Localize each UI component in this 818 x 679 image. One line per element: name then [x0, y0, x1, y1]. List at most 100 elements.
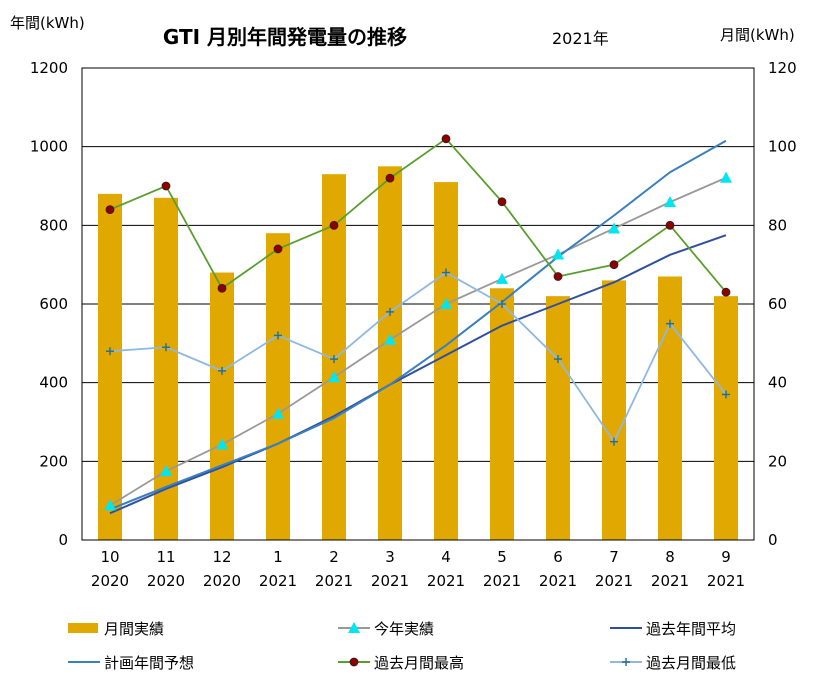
- left-axis-unit: 年間(kWh): [10, 14, 85, 32]
- legend-item: 過去月間最高: [338, 654, 464, 672]
- data-point-marker: [274, 331, 282, 340]
- left-tick-label: 1200: [30, 59, 68, 77]
- right-tick-label: 0: [768, 531, 778, 549]
- data-point-marker: [161, 181, 171, 191]
- data-point-marker: [664, 196, 676, 208]
- legend-item: 月間実績: [68, 620, 164, 638]
- x-tick-year: 2021: [483, 572, 521, 590]
- x-tick-year: 2021: [707, 572, 745, 590]
- x-tick-month: 8: [665, 548, 675, 566]
- chart-subtitle: 2021年: [552, 29, 609, 48]
- data-point-marker: [441, 134, 451, 144]
- legend-marker: [622, 658, 630, 666]
- data-point-marker: [384, 333, 396, 345]
- x-axis-ticks: 10 2020 11 2020 12 2020 1 2021 2 2021 3 2021 4 2021 5 2…: [91, 548, 745, 590]
- x-tick-month: 4: [441, 548, 451, 566]
- left-tick-label: 1000: [30, 138, 68, 156]
- data-point-marker: [721, 287, 731, 297]
- right-tick-label: 60: [768, 295, 787, 313]
- series-line: [109, 234, 727, 515]
- bar-monthly-actual: [210, 272, 234, 540]
- series-line: [109, 271, 727, 443]
- data-point-marker: [104, 499, 116, 511]
- chart-title: GTI 月別年間発電量の推移: [163, 25, 407, 49]
- legend-item: 今年実績: [338, 620, 434, 638]
- left-tick-label: 800: [39, 216, 68, 234]
- data-point-marker: [440, 298, 452, 309]
- left-tick-label: 200: [39, 452, 68, 470]
- legend-label: 今年実績: [374, 620, 434, 638]
- data-point-marker: [385, 173, 395, 183]
- data-point-marker: [496, 272, 508, 284]
- data-point-marker: [162, 343, 170, 352]
- data-point-marker: [160, 465, 172, 477]
- bar-monthly-actual: [602, 280, 626, 540]
- left-tick-label: 600: [39, 295, 68, 313]
- x-tick-year: 2020: [147, 572, 185, 590]
- x-tick-month: 10: [100, 548, 119, 566]
- legend-label: 過去年間平均: [646, 620, 736, 638]
- right-tick-label: 20: [768, 452, 787, 470]
- series-line: [109, 139, 727, 511]
- x-tick-month: 9: [721, 548, 731, 566]
- data-point-marker: [330, 355, 338, 364]
- right-tick-label: 80: [768, 216, 787, 234]
- legend-item: 過去年間平均: [610, 620, 736, 638]
- x-tick-month: 11: [156, 548, 175, 566]
- bar-monthly-actual: [658, 276, 682, 540]
- data-point-marker: [608, 222, 620, 234]
- right-axis-ticks: 0 20 40 60 80 100 120: [768, 59, 797, 549]
- x-tick-month: 3: [385, 548, 395, 566]
- legend-label: 過去月間最高: [374, 654, 464, 672]
- bar-monthly-actual: [98, 193, 122, 540]
- data-point-marker: [328, 371, 340, 383]
- data-point-marker: [216, 438, 228, 450]
- legend-label: 月間実績: [104, 620, 164, 638]
- data-point-marker: [498, 300, 506, 308]
- data-point-marker: [554, 355, 562, 364]
- x-tick-year: 2020: [91, 572, 129, 590]
- x-tick-month: 12: [212, 548, 231, 566]
- bar-monthly-actual: [714, 296, 738, 540]
- legend-label: 計画年間予想: [104, 654, 194, 672]
- right-tick-label: 100: [768, 138, 797, 156]
- right-tick-label: 40: [768, 374, 787, 392]
- left-tick-label: 400: [39, 374, 68, 392]
- data-point-marker: [665, 220, 675, 230]
- bar-monthly-actual: [378, 166, 402, 541]
- data-point-marker: [386, 307, 394, 316]
- gridlines: [82, 146, 754, 462]
- data-point-marker: [272, 407, 284, 419]
- data-point-marker: [722, 390, 730, 399]
- data-point-marker: [106, 347, 114, 356]
- x-tick-year: 2021: [315, 572, 353, 590]
- x-tick-month: 7: [609, 548, 619, 566]
- data-point-marker: [720, 171, 732, 183]
- bar-series-monthly-actual: [98, 166, 738, 541]
- legend-marker: [348, 622, 360, 633]
- data-point-marker: [105, 205, 115, 215]
- data-point-marker: [442, 268, 450, 277]
- data-point-marker: [552, 248, 564, 260]
- x-tick-year: 2021: [259, 572, 297, 590]
- data-point-marker: [666, 319, 674, 328]
- data-point-marker: [497, 197, 507, 207]
- data-point-marker: [217, 283, 227, 293]
- data-point-marker: [610, 437, 618, 446]
- legend-item: 計画年間予想: [68, 654, 194, 672]
- series-line: [109, 137, 727, 293]
- left-axis-ticks: 0 200 400 600 800 1000 1200: [30, 59, 68, 549]
- bar-monthly-actual: [434, 182, 458, 541]
- data-point-marker: [553, 272, 563, 281]
- x-tick-year: 2020: [203, 572, 241, 590]
- series-line: [109, 176, 727, 507]
- x-tick-month: 1: [273, 548, 283, 566]
- marker-group: [104, 134, 732, 511]
- bar-monthly-actual: [546, 296, 570, 540]
- right-tick-label: 120: [768, 59, 797, 77]
- x-tick-month: 5: [497, 548, 507, 566]
- legend-label: 過去月間最低: [646, 654, 736, 672]
- legend-swatch: [68, 623, 98, 633]
